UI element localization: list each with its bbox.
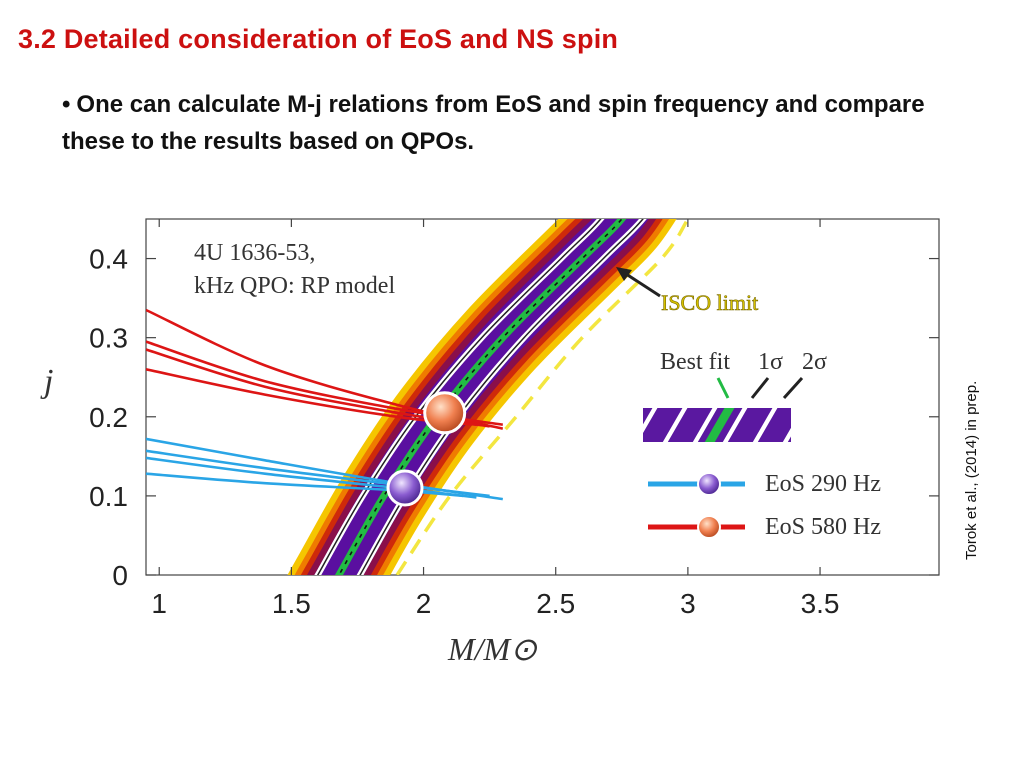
y-tick-label: 0.1 <box>89 481 128 512</box>
legend-2sigma: 2σ <box>802 349 827 375</box>
x-tick-label: 3.5 <box>801 588 840 619</box>
mass-spin-chart: 1 1.5 2 2.5 3 3.5 0 0.1 0.2 0.3 0.4 4U 1636-53, kH… <box>40 218 940 667</box>
legend-580-label: EoS 580 Hz <box>765 514 881 540</box>
x-tick-label: 2 <box>416 588 432 619</box>
isco-limit-line <box>395 219 690 575</box>
legend-290-label: EoS 290 Hz <box>765 471 881 497</box>
x-axis-label: M/M⊙ <box>447 631 537 667</box>
slide-title: 3.2 Detailed consideration of EoS and NS… <box>18 24 619 54</box>
chart-subtitle: kHz QPO: RP model <box>194 273 395 299</box>
y-tick-label: 0.3 <box>89 323 128 354</box>
eos-marker-0 <box>386 469 424 507</box>
best-fit-swatch <box>704 408 735 442</box>
eos-curve-0-3 <box>146 472 464 498</box>
legend-1sigma: 1σ <box>758 349 783 375</box>
eos-legend: EoS 290 Hz EoS 580 Hz <box>648 471 881 540</box>
legend-best-fit: Best fit <box>660 349 730 375</box>
band-legend: Best fit 1σ 2σ <box>643 349 827 442</box>
y-tick-label: 0.2 <box>89 402 128 433</box>
eos-markers <box>386 391 467 507</box>
isco-arrowhead <box>616 267 632 281</box>
bullet-marker: • <box>62 91 71 118</box>
citation-credit: Torok et al., (2014) in prep. <box>963 380 980 560</box>
x-tick-label: 1.5 <box>272 588 311 619</box>
x-tick-label: 3 <box>680 588 696 619</box>
eos-curve-0-1 <box>146 449 490 498</box>
chart-title: 4U 1636-53, <box>194 240 315 266</box>
legend-290-marker <box>697 472 721 496</box>
isco-label: ISCO limit <box>661 290 758 315</box>
eos-marker-1 <box>423 391 467 435</box>
bullet-text: One can calculate M-j relations from EoS… <box>62 91 925 155</box>
y-tick-label: 0 <box>112 560 128 591</box>
axis-ticks: 1 1.5 2 2.5 3 3.5 0 0.1 0.2 0.3 0.4 <box>89 219 939 619</box>
y-tick-label: 0.4 <box>89 244 128 275</box>
qpo-band <box>287 219 690 575</box>
one-sigma-arrow <box>750 377 770 399</box>
x-tick-label: 1 <box>151 588 167 619</box>
best-fit-center-line <box>338 219 623 575</box>
one-sigma-core-1 <box>359 219 644 575</box>
legend-580-marker <box>697 515 721 539</box>
two-sigma-arrow <box>782 376 804 400</box>
y-axis-label: j <box>40 363 53 400</box>
x-tick-label: 2.5 <box>536 588 575 619</box>
bullet-point: • One can calculate M-j relations from Eo… <box>62 86 952 160</box>
best-fit-arrow <box>716 377 730 399</box>
one-sigma-core-0 <box>316 219 602 575</box>
